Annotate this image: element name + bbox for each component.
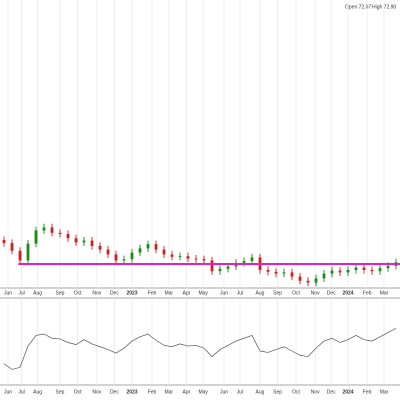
x-tick-label: Sep (56, 389, 65, 395)
x-tick-label: May (198, 290, 208, 296)
x-tick-label: 2024 (342, 389, 353, 395)
candle-body (10, 243, 14, 251)
x-tick-label: May (198, 389, 208, 395)
x-tick-label: Feb (363, 389, 372, 395)
candle-body (322, 273, 326, 279)
indicator-line (3, 328, 397, 370)
x-tick-label: Jul (18, 389, 24, 395)
x-tick-label: Aug (256, 290, 265, 296)
x-tick-label: 2024 (342, 290, 353, 296)
x-tick-label: Mar (164, 389, 173, 395)
x-tick-label: Aug (256, 389, 265, 395)
x-tick-label: Jun (4, 290, 12, 296)
x-tick-label: 2023 (126, 290, 137, 296)
candle-body (178, 256, 182, 257)
candle-body (130, 252, 134, 260)
candle-body (314, 278, 318, 283)
candle-body (122, 259, 126, 261)
candle-body (386, 265, 390, 269)
candle-body (98, 246, 102, 250)
x-tick-label: Sep (273, 290, 282, 296)
x-tick-label: Jul (237, 389, 243, 395)
candle-body (138, 248, 142, 253)
x-tick-label: 2023 (126, 389, 137, 395)
x-tick-label: Jul (18, 290, 24, 296)
candle-body (170, 254, 174, 257)
x-tick-label: Dec (110, 290, 119, 296)
x-tick-label: Nov (92, 389, 101, 395)
candle-body (298, 276, 302, 281)
candle-body (154, 244, 158, 250)
x-tick-label: Dec (327, 389, 336, 395)
candle-body (66, 234, 70, 239)
candle-body (26, 243, 30, 261)
candle-body (250, 257, 254, 261)
x-tick-label: Mar (164, 290, 173, 296)
x-tick-label: Apr (183, 290, 191, 296)
candle-body (330, 270, 334, 274)
candle-body (162, 249, 166, 255)
x-tick-label: Nov (311, 389, 320, 395)
x-tick-label: Jul (237, 290, 243, 296)
x-tick-label: Dec (110, 389, 119, 395)
candle-body (74, 238, 78, 243)
candle-body (34, 230, 38, 244)
candle-body (274, 271, 278, 274)
candle-body (242, 261, 246, 263)
x-tick-label: Aug (33, 389, 42, 395)
candle-body (306, 280, 310, 283)
candle-body (58, 232, 62, 234)
candle-body (346, 270, 350, 273)
x-tick-label: Aug (33, 290, 42, 296)
candle-body (210, 260, 214, 272)
x-tick-label: Mar (380, 389, 389, 395)
x-tick-label: Feb (148, 290, 157, 296)
x-tick-label: Oct (292, 290, 300, 296)
candle-body (378, 268, 382, 272)
candle-body (2, 240, 6, 243)
x-tick-label: Jun (220, 290, 228, 296)
candle-body (106, 249, 110, 255)
x-tick-label: Nov (92, 290, 101, 296)
candle-body (266, 270, 270, 272)
candle-body (194, 258, 198, 260)
x-tick-label: Jun (220, 389, 228, 395)
candle-body (370, 270, 374, 272)
candle-body (146, 244, 150, 249)
x-tick-label: Dec (327, 290, 336, 296)
x-tick-label: Sep (56, 290, 65, 296)
candle-body (90, 240, 94, 246)
x-tick-label: Sep (273, 389, 282, 395)
x-tick-label: Feb (148, 389, 157, 395)
x-tick-label: Mar (380, 290, 389, 296)
x-tick-label: Nov (311, 290, 320, 296)
x-tick-label: Oct (74, 389, 82, 395)
candle-body (18, 250, 22, 261)
x-tick-label: Oct (292, 389, 300, 395)
x-tick-label: Apr (183, 389, 191, 395)
header-open: Open 72.07 (345, 4, 371, 10)
candle-body (282, 272, 286, 274)
candle-body (202, 259, 206, 261)
x-tick-label: Oct (74, 290, 82, 296)
candle-body (50, 227, 54, 233)
x-tick-label: Jun (4, 389, 12, 395)
candle-body (338, 270, 342, 273)
candle-body (362, 267, 366, 270)
candle-body (114, 254, 118, 261)
candle-body (82, 240, 86, 243)
x-tick-label: Feb (363, 290, 372, 296)
candle-body (218, 268, 222, 272)
candle-body (354, 267, 358, 270)
candle-body (186, 256, 190, 259)
candle-body (290, 272, 294, 277)
candle-body (42, 227, 46, 231)
candle-body (226, 266, 230, 269)
